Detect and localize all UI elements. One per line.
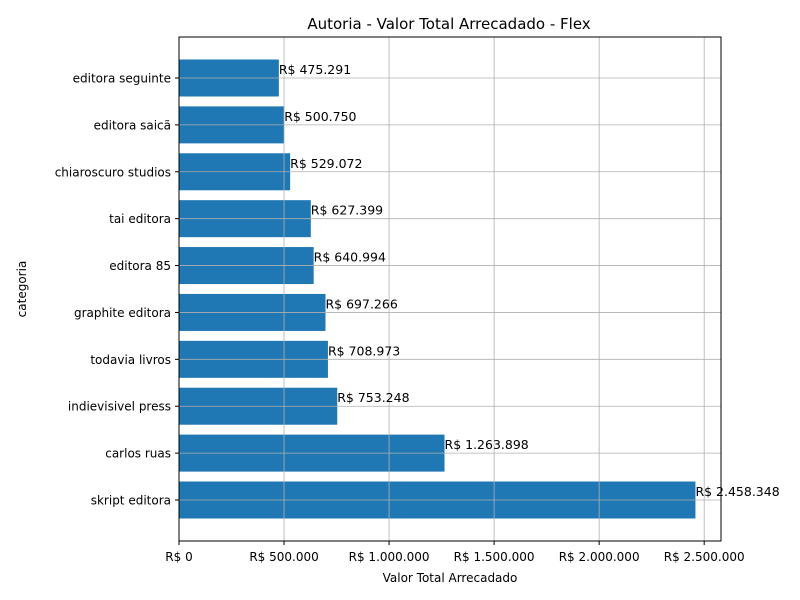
y-tick-label: editora saicã [94, 118, 171, 132]
y-tick-label: carlos ruas [105, 447, 171, 461]
chart-title: Autoria - Valor Total Arrecadado - Flex [307, 15, 590, 33]
bar-value-label: R$ 627.399 [311, 203, 383, 218]
bar-value-label: R$ 1.263.898 [445, 437, 529, 452]
bar-value-label: R$ 475.291 [279, 62, 351, 77]
y-tick-label: skript editora [91, 494, 171, 508]
x-tick-label: R$ 2.500.000 [664, 550, 745, 564]
y-axis-ticks: skript editora carlos ruas indievisivel pr… [55, 72, 179, 508]
y-tick-label: todavia livros [90, 353, 171, 367]
x-tick-label: R$ 500.000 [249, 550, 318, 564]
data-labels: R$ 2.458.348 R$ 1.263.898 R$ 753.248 R$ 708… [279, 62, 780, 499]
plot-frame [178, 36, 722, 542]
bar-value-label: R$ 753.248 [337, 390, 409, 405]
x-tick-label: R$ 1.500.000 [454, 550, 535, 564]
bar-value-label: R$ 500.750 [284, 109, 356, 124]
y-tick-label: chiaroscuro studios [55, 165, 171, 179]
bar-value-label: R$ 708.973 [328, 343, 400, 358]
y-tick-label: editora 85 [109, 259, 171, 273]
x-tick-label: R$ 0 [165, 550, 192, 564]
y-tick-label: editora seguinte [73, 72, 171, 86]
y-tick-label: tai editora [109, 212, 171, 226]
y-tick-label: graphite editora [74, 306, 171, 320]
bar-value-label: R$ 640.994 [314, 250, 386, 265]
bars [179, 59, 696, 519]
x-tick-label: R$ 1.000.000 [349, 550, 430, 564]
y-axis-label: categoria [15, 261, 29, 318]
x-axis-ticks: R$ 0 R$ 500.000 R$ 1.000.000 R$ 1.500.000 R$… [165, 541, 745, 564]
bar-value-label: R$ 2.458.348 [695, 484, 779, 499]
y-tick-label: indievisivel press [68, 400, 171, 414]
x-axis-label: Valor Total Arrecadado [383, 571, 518, 585]
x-tick-label: R$ 2.000.000 [559, 550, 640, 564]
bar-value-label: R$ 697.266 [325, 296, 397, 311]
bar-value-label: R$ 529.072 [290, 156, 362, 171]
